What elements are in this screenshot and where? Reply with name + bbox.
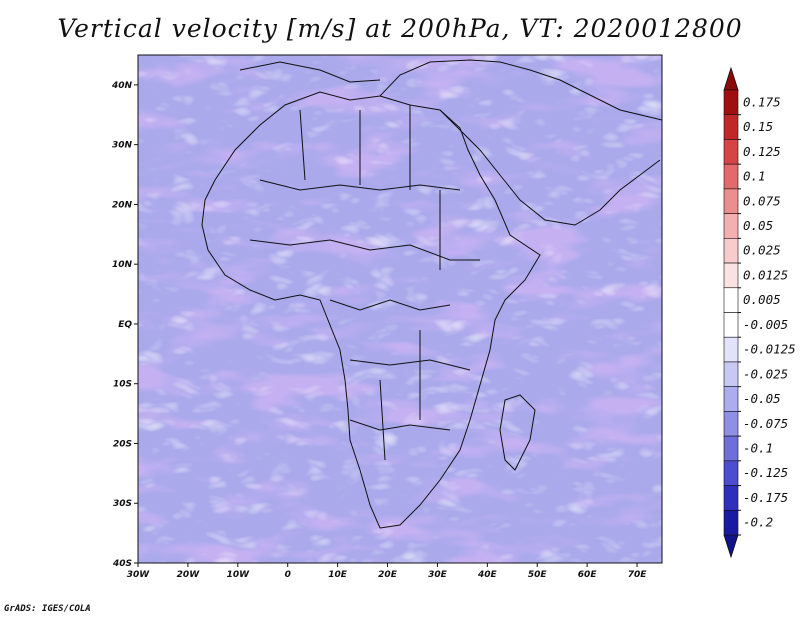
colorbar-swatch [723, 460, 739, 486]
colorbar-label: -0.0125 [743, 342, 796, 357]
colorbar-swatch [723, 262, 739, 289]
colorbar-label: 0.15 [743, 119, 773, 134]
credit-text: GrADS: IGES/COLA [4, 604, 91, 614]
colorbar-swatch [723, 139, 739, 165]
lon-tick-label: 70E [628, 570, 648, 580]
colorbar-swatch [723, 435, 739, 462]
colorbar-label: -0.005 [743, 317, 788, 332]
colorbar-label: -0.2 [743, 515, 773, 530]
lon-tick-label: 40E [477, 570, 498, 580]
colorbar-label: 0.0125 [743, 267, 788, 282]
colorbar-swatch [723, 163, 739, 190]
colorbar-label: -0.1 [743, 440, 773, 455]
colorbar-label: 0.075 [743, 193, 781, 208]
map-frame [137, 54, 663, 564]
lon-tick-label: 20W [177, 570, 201, 580]
colorbar-label: -0.125 [743, 465, 788, 480]
lat-tick-label: 20N [112, 200, 133, 210]
coastlines [201, 59, 662, 529]
colorbar-label: -0.05 [743, 391, 781, 406]
longitude-axis: 30W 20W 10W 0 10E 20E 30E 40E 50E 60E 70E [127, 563, 647, 580]
colorbar-label: 0.05 [743, 218, 773, 233]
lon-tick-label: 30W [127, 570, 151, 580]
colorbar-label: 0.125 [743, 144, 781, 159]
colorbar-label: 0.1 [743, 169, 766, 184]
colorbar-swatch [723, 188, 739, 214]
lon-tick-label: 10W [227, 570, 251, 580]
lon-tick-label: 10E [328, 570, 348, 580]
colorbar-swatch [723, 386, 739, 412]
lat-tick-label: 40S [112, 559, 132, 569]
colorbar-swatch [723, 89, 739, 116]
lon-tick-label: 20E [378, 570, 398, 580]
colorbar-swatch [723, 238, 739, 264]
colorbar-label: -0.175 [743, 490, 788, 505]
lon-tick-label: 0 [285, 570, 291, 580]
lat-tick-label: EQ [118, 320, 132, 330]
colorbar-top-arrow [723, 66, 739, 91]
colorbar-label: 0.005 [743, 292, 781, 307]
colorbar-swatch [723, 287, 739, 313]
colorbar-label: -0.025 [743, 366, 788, 381]
velocity-field [138, 55, 662, 563]
lat-tick-label: 10N [112, 260, 133, 270]
lat-tick-label: 40N [111, 81, 133, 91]
colorbar-swatch [723, 336, 739, 363]
lon-tick-label: 60E [578, 570, 598, 580]
colorbar-swatch [723, 114, 739, 140]
lat-tick-label: 20S [113, 439, 132, 449]
colorbar-swatch [723, 312, 739, 338]
colorbar-bottom-arrow [723, 534, 739, 559]
lat-tick-label: 30N [112, 141, 133, 151]
colorbar-swatch [723, 411, 739, 437]
colorbar-label: 0.175 [743, 94, 781, 109]
map-title: Vertical velocity [m/s] at 200hPa, VT: 2… [57, 14, 743, 43]
colorbar-swatch [723, 361, 739, 387]
colorbar-swatch [723, 509, 739, 536]
lat-tick-label: 10S [113, 380, 132, 390]
lon-tick-label: 30E [428, 570, 448, 580]
colorbar-label: -0.075 [743, 416, 788, 431]
latitude-axis: 40N 30N 20N 10N EQ 10S 20S 30S 40S [111, 81, 138, 569]
colorbar-label: 0.025 [743, 243, 781, 258]
colorbar-swatch [723, 213, 739, 239]
colorbar-swatch [723, 485, 739, 511]
lon-tick-label: 50E [528, 570, 548, 580]
lat-tick-label: 30S [113, 499, 132, 509]
colorbar: 0.175 0.15 0.125 0.1 0.075 0.05 0.025 0.0125 0.0… [723, 66, 796, 559]
